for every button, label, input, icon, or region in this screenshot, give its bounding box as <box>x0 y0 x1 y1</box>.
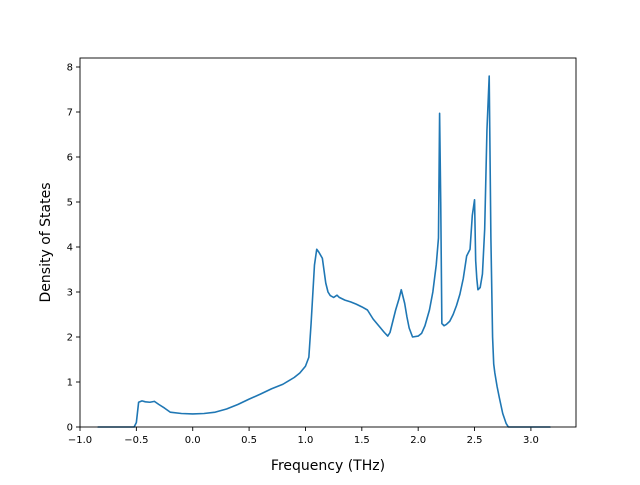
x-axis-label: Frequency (THz) <box>271 458 385 474</box>
x-axis-ticks: −1.0 −0.5 0.0 0.5 1.0 1.5 2.0 2.5 3.0 <box>68 427 539 446</box>
y-tick-label: 5 <box>67 198 73 209</box>
x-tick-label: 1.0 <box>298 435 314 446</box>
x-tick-label: −1.0 <box>68 435 92 446</box>
y-tick-label: 0 <box>67 423 73 434</box>
x-tick-label: 0.0 <box>185 435 201 446</box>
x-tick-label: −0.5 <box>124 435 148 446</box>
y-tick-label: 3 <box>67 288 73 299</box>
y-tick-label: 4 <box>67 243 73 254</box>
x-tick-label: 1.5 <box>354 435 370 446</box>
x-tick-label: 3.0 <box>523 435 539 446</box>
y-tick-label: 1 <box>67 378 73 389</box>
axes-frame <box>79 57 577 428</box>
y-tick-label: 2 <box>67 333 73 344</box>
y-axis-label: Density of States <box>38 183 54 303</box>
y-tick-label: 7 <box>67 108 73 119</box>
y-tick-label: 6 <box>67 153 73 164</box>
y-tick-label: 8 <box>67 63 73 74</box>
y-axis-ticks: 0 1 2 3 4 5 6 7 8 <box>67 63 80 434</box>
x-tick-label: 2.5 <box>467 435 483 446</box>
x-tick-label: 2.0 <box>410 435 426 446</box>
dos-series-line <box>97 75 551 428</box>
x-tick-label: 0.5 <box>241 435 257 446</box>
